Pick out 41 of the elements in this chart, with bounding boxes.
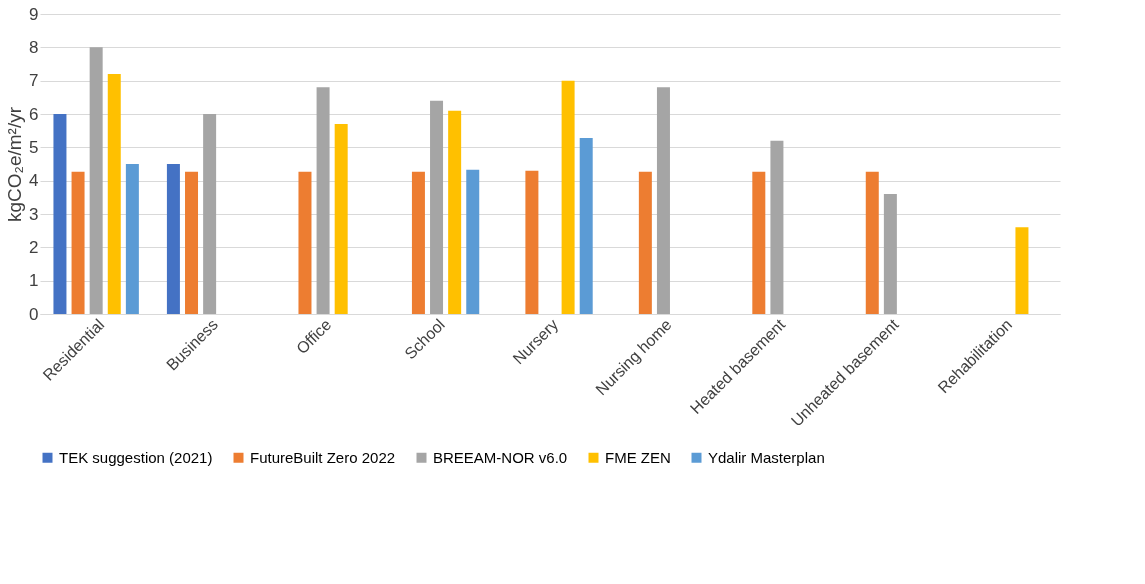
y-tick-label: 2 (29, 237, 39, 257)
bar (71, 171, 85, 314)
bar (638, 171, 652, 314)
bar (466, 169, 480, 314)
legend-label: TEK suggestion (2021) (59, 448, 213, 466)
y-axis-title: kgCO₂e/m²/yr (4, 106, 26, 223)
bar (770, 140, 784, 314)
y-tick-label: 3 (29, 204, 39, 224)
bar (203, 114, 217, 314)
y-tick-label: 6 (29, 104, 39, 124)
bar (752, 171, 766, 314)
bar (430, 100, 444, 314)
legend-label: FME ZEN (605, 448, 671, 466)
bar (107, 74, 121, 314)
bar (298, 171, 312, 314)
bar (656, 87, 670, 314)
bar (865, 171, 879, 314)
y-tick-label: 4 (29, 171, 39, 191)
bar (411, 171, 425, 314)
bar (1015, 227, 1029, 314)
bar (185, 171, 199, 314)
bar (579, 138, 593, 314)
bar (89, 47, 103, 314)
y-tick-label: 7 (29, 71, 39, 91)
bar (53, 114, 67, 314)
bar (448, 110, 462, 314)
bar (883, 194, 897, 314)
y-tick-label: 9 (29, 4, 39, 24)
legend-label: Ydalir Masterplan (708, 448, 825, 466)
y-tick-label: 0 (29, 304, 39, 324)
legend-label: FutureBuilt Zero 2022 (250, 448, 396, 466)
bar (334, 124, 348, 314)
bar (166, 164, 180, 314)
bar (316, 87, 330, 314)
bar (125, 164, 139, 314)
y-tick-label: 5 (29, 137, 39, 157)
y-tick-label: 1 (29, 271, 39, 291)
bar (525, 170, 539, 314)
y-tick-label: 8 (29, 37, 39, 57)
legend-label: BREEAM-NOR v6.0 (433, 448, 568, 466)
bar (561, 80, 575, 314)
